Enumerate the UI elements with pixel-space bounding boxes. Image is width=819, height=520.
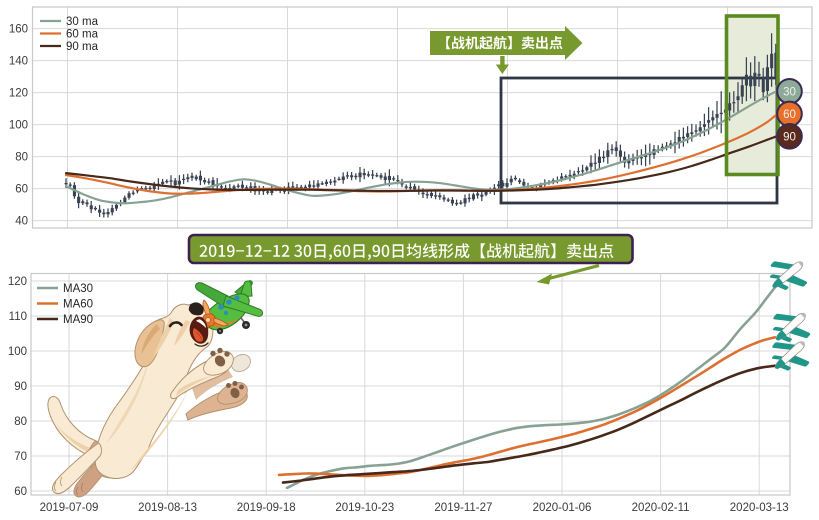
svg-text:60: 60 [783,109,796,121]
svg-text:60: 60 [15,184,28,196]
svg-text:90 ma: 90 ma [66,41,99,53]
svg-text:30: 30 [783,86,796,98]
svg-text:80: 80 [14,416,27,428]
svg-text:90: 90 [783,131,796,143]
svg-text:80: 80 [15,152,28,164]
svg-text:2020-01-06: 2020-01-06 [533,502,592,514]
svg-text:MA90: MA90 [63,314,93,326]
svg-text:2019-11-27: 2019-11-27 [434,502,492,514]
svg-text:120: 120 [9,88,28,100]
svg-text:100: 100 [8,346,27,358]
svg-text:100: 100 [9,120,28,132]
svg-text:70: 70 [14,451,27,463]
svg-text:MA30: MA30 [63,283,93,295]
svg-text:40: 40 [15,216,28,228]
svg-text:2019-08-13: 2019-08-13 [138,502,197,514]
svg-text:2020-03-13: 2020-03-13 [730,502,789,514]
svg-text:140: 140 [9,56,28,68]
svg-text:MA60: MA60 [63,299,93,311]
svg-text:110: 110 [9,311,27,323]
svg-text:2019-10-23: 2019-10-23 [335,502,394,514]
svg-text:30 ma: 30 ma [66,16,99,28]
svg-text:2019-09-18: 2019-09-18 [237,502,296,514]
svg-text:60 ma: 60 ma [66,29,99,41]
svg-text:60: 60 [14,486,27,498]
svg-text:160: 160 [9,24,28,36]
svg-text:120: 120 [8,276,27,288]
svg-text:2020-02-11: 2020-02-11 [632,502,690,514]
svg-text:2019-07-09: 2019-07-09 [40,502,99,514]
svg-text:90: 90 [14,381,27,393]
